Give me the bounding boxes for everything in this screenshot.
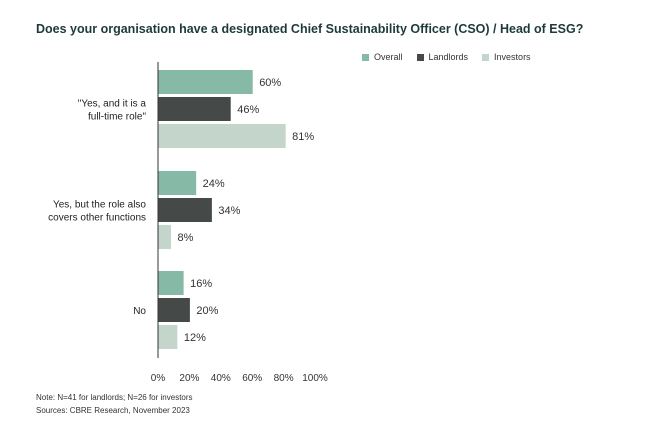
x-tick-label-20: 20%	[179, 373, 199, 384]
footnote-note: Note: N=41 for landlords; N=26 for inves…	[36, 393, 193, 402]
bar-overall-1	[158, 70, 253, 94]
x-tick-label-100: 100%	[302, 373, 328, 384]
legend-swatch-investors	[482, 53, 490, 61]
value-label-landlords-1: 46%	[237, 104, 259, 116]
x-tick-label-40: 40%	[211, 373, 231, 384]
x-tick-label-60: 60%	[242, 373, 262, 384]
bar-landlords-3	[158, 298, 190, 322]
bar-investors-1	[158, 124, 286, 148]
x-tick-label-0: 0%	[151, 373, 166, 384]
legend-swatch-landlords	[416, 53, 424, 61]
legend-label-overall: Overall	[374, 52, 403, 62]
category-label-2-line-1: Yes, but the role also	[53, 200, 146, 211]
value-label-overall-2: 24%	[203, 178, 225, 190]
category-label-3-line-1: No	[133, 306, 146, 317]
legend-swatch-overall	[362, 53, 369, 61]
bar-overall-2	[158, 171, 197, 195]
chart-title: Does your organisation have a designated…	[36, 22, 584, 36]
legend-item-landlords: Landlords	[416, 52, 469, 62]
value-label-overall-3: 16%	[190, 278, 212, 290]
value-label-investors-3: 12%	[184, 332, 206, 344]
value-label-landlords-2: 34%	[218, 205, 240, 217]
value-label-overall-1: 60%	[259, 77, 281, 89]
category-label-2-line-2: covers other functions	[48, 213, 146, 224]
bar-investors-3	[158, 325, 178, 349]
bar-investors-2	[158, 225, 172, 249]
bar-overall-3	[158, 271, 184, 295]
legend-item-overall: Overall	[362, 52, 403, 62]
footnote-source: Sources: CBRE Research, November 2023	[36, 406, 190, 415]
bar-landlords-1	[158, 97, 231, 121]
legend-label-landlords: Landlords	[428, 52, 469, 62]
legend-item-investors: Investors	[482, 52, 531, 62]
value-label-investors-2: 8%	[178, 232, 194, 244]
x-tick-label-80: 80%	[274, 373, 294, 384]
legend: Overall Landlords Investors	[362, 52, 531, 62]
legend-label-investors: Investors	[494, 52, 531, 62]
value-label-landlords-3: 20%	[196, 305, 218, 317]
category-label-1-line-1: "Yes, and it is a	[78, 99, 147, 110]
value-label-investors-1: 81%	[292, 131, 314, 143]
category-label-1-line-2: full-time role"	[88, 112, 146, 123]
bar-landlords-2	[158, 198, 212, 222]
